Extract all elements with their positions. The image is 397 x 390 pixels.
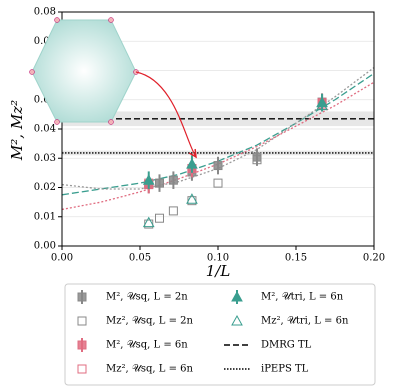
y-tick-label: 0.01 <box>34 211 56 222</box>
legend-label: iPEPS TL <box>261 364 309 375</box>
marker <box>252 155 262 165</box>
marker <box>316 99 328 111</box>
y-tick-label: 0.03 <box>34 153 56 164</box>
legend-entries: M², 𝒰sq, L = 2n Mz², 𝒰sq, L = 2n M², 𝒰sq, … <box>77 290 349 375</box>
legend-label: Mz², 𝒰sq, L = 2n <box>106 316 194 327</box>
marker <box>186 193 198 204</box>
plot-area: 0.000.010.020.030.040.050.060.070.080.00… <box>34 7 385 264</box>
marker <box>77 292 87 302</box>
y-tick-label: 0.02 <box>34 182 56 193</box>
site <box>54 17 60 23</box>
marker <box>213 161 223 171</box>
y-axis-label: M², Mz² <box>8 100 26 161</box>
y-tick-label: 0.07 <box>34 36 56 47</box>
marker <box>213 178 223 188</box>
marker <box>168 206 178 216</box>
arrow <box>135 71 196 157</box>
site <box>108 17 114 23</box>
site <box>54 119 60 125</box>
marker <box>168 175 178 185</box>
y-tick-label: 0.08 <box>34 7 56 18</box>
site <box>108 119 114 125</box>
x-tick-label: 0.15 <box>285 253 307 264</box>
x-axis-label: 1/L <box>206 262 231 280</box>
marker <box>142 216 155 228</box>
axes-frame <box>61 11 375 247</box>
legend-label: M², 𝒰sq, L = 2n <box>106 292 188 303</box>
y-tick-label: 0.04 <box>34 124 56 135</box>
y-tick-label: 0.05 <box>34 94 56 105</box>
legend <box>64 283 376 386</box>
marker <box>231 314 243 326</box>
legend-label: Mz², 𝒰tri, L = 6n <box>261 316 349 327</box>
x-tick-label: 0.10 <box>207 253 229 264</box>
marker <box>231 290 243 302</box>
marker <box>77 316 87 326</box>
fit-curve <box>61 81 375 211</box>
legend-label: M², 𝒰tri, L = 6n <box>261 292 344 303</box>
marker <box>155 178 164 188</box>
legend-label: DMRG TL <box>261 340 312 351</box>
marker <box>252 152 262 162</box>
legend-label: M², 𝒰sq, L = 6n <box>106 340 188 351</box>
x-tick-label: 0.05 <box>129 253 151 264</box>
marker <box>77 340 87 350</box>
marker <box>142 174 155 185</box>
x-tick-label: 0.20 <box>363 253 385 264</box>
site <box>29 69 35 75</box>
legend-label: Mz², 𝒰sq, L = 6n <box>106 364 194 375</box>
inset-lattice <box>29 17 197 158</box>
marker <box>77 364 87 374</box>
y-tick-label: 0.00 <box>34 241 56 252</box>
marker <box>186 158 198 169</box>
x-tick-label: 0.00 <box>51 253 73 264</box>
marker <box>155 213 164 223</box>
